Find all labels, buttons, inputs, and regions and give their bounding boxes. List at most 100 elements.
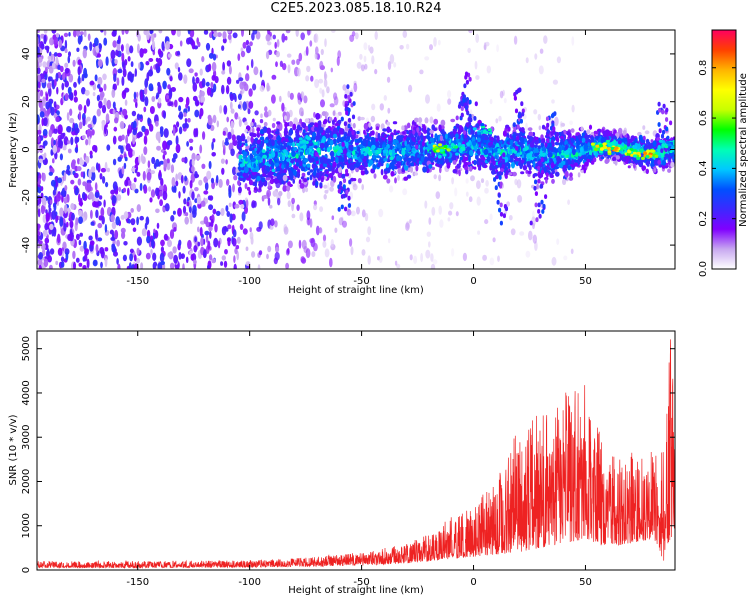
spectrogram-noise-cell xyxy=(98,87,104,93)
spectrogram-noise-cell xyxy=(528,230,533,241)
spectrogram-band-cell xyxy=(288,172,294,178)
spectrogram-noise-cell xyxy=(225,85,230,95)
spectrogram-noise-cell xyxy=(439,219,444,228)
spectrogram-noise-cell xyxy=(221,45,225,51)
spectrogram-noise-cell xyxy=(59,207,64,217)
spectrogram-noise-cell xyxy=(205,42,211,51)
spectrogram-band-cell xyxy=(396,130,400,134)
spectrogram-noise-cell xyxy=(238,119,242,127)
spectrogram-noise-cell xyxy=(77,178,82,186)
spectrogram-noise-cell xyxy=(100,30,104,33)
spectrogram-noise-cell xyxy=(162,80,167,90)
spectrogram-band-cell xyxy=(284,121,288,128)
spectrogram-noise-cell xyxy=(537,113,541,121)
spectrogram-noise-cell xyxy=(37,230,41,237)
spectrogram-band-cell xyxy=(642,125,646,130)
spectrogram-band-cell xyxy=(580,126,584,131)
spectrogram-band-cell xyxy=(237,139,241,146)
spectrogram-noise-cell xyxy=(103,30,107,36)
spectrogram-band-cell xyxy=(314,126,318,132)
spectrogram-noise-cell xyxy=(122,254,127,262)
spectrogram-band-cell xyxy=(334,123,340,126)
spectrogram-noise-cell xyxy=(127,56,131,62)
spectrogram-noise-cell xyxy=(350,210,356,217)
spectrogram-noise-cell xyxy=(272,34,276,40)
spectrogram-noise-cell xyxy=(374,31,378,40)
spectrogram-noise-cell xyxy=(150,170,156,175)
spectrogram-band-cell xyxy=(328,173,334,178)
spectrogram-noise-cell xyxy=(351,31,356,37)
spectrogram-noise-cell xyxy=(55,193,62,202)
spectrogram-noise-cell xyxy=(360,64,365,72)
spectrogram-noise-cell xyxy=(178,191,181,199)
spectrogram-noise-cell xyxy=(131,183,136,191)
spectrogram-noise-cell xyxy=(497,255,500,262)
spectrogram-noise-cell xyxy=(84,89,90,96)
spectrogram-band-cell xyxy=(489,147,493,151)
spectrogram-noise-cell xyxy=(159,190,163,197)
spectrogram-band-cell xyxy=(328,116,333,122)
spectrogram-noise-cell xyxy=(330,180,335,188)
spectrogram-band-cell xyxy=(298,179,302,185)
spectrogram-band-cell xyxy=(357,116,362,121)
spectrogram-noise-cell xyxy=(60,256,65,262)
spectrogram-noise-cell xyxy=(232,237,237,247)
spectrogram-noise-cell xyxy=(226,178,230,186)
spectrogram-noise-cell xyxy=(296,58,300,66)
spectrogram-band-cell xyxy=(256,127,261,132)
spectrogram-noise-cell xyxy=(202,131,206,140)
spectrogram-band-cell xyxy=(241,135,246,140)
spectrogram-noise-cell xyxy=(89,41,93,52)
spectrogram-noise-cell xyxy=(387,61,392,70)
spectrogram-noise-cell xyxy=(57,247,63,256)
spectrogram-band-cell xyxy=(641,165,645,172)
spectrogram-noise-cell xyxy=(55,260,59,266)
spectrogram-noise-cell xyxy=(156,145,162,151)
spectrogram-band-cell xyxy=(324,189,329,194)
spectrogram-band-cell xyxy=(396,161,402,167)
spectrogram-band-cell xyxy=(303,178,308,183)
spectrogram-noise-cell xyxy=(180,174,184,184)
spectrogram-noise-cell xyxy=(324,248,330,258)
spectrogram-noise-cell xyxy=(242,101,247,111)
spectrogram-noise-cell xyxy=(170,164,175,174)
spectrogram-noise-cell xyxy=(214,223,218,233)
spectrogram-noise-cell xyxy=(160,260,165,266)
spectrogram-band-cell xyxy=(576,138,579,142)
spectrogram-noise-cell xyxy=(482,254,487,261)
spectrogram-noise-cell xyxy=(242,228,248,235)
spectrogram-noise-cell xyxy=(489,98,493,105)
spectrogram-band-cell xyxy=(489,136,494,142)
spectrogram-noise-cell xyxy=(166,158,170,164)
spectrogram-noise-cell xyxy=(409,254,413,261)
spectrogram-band-cell xyxy=(581,132,585,137)
spectrogram-noise-cell xyxy=(50,137,55,147)
spectrogram-noise-cell xyxy=(543,35,548,44)
spectrogram-noise-cell xyxy=(266,253,269,260)
spectrogram-noise-cell xyxy=(259,85,265,92)
spectrogram-noise-cell xyxy=(104,223,108,233)
spectrogram-noise-cell xyxy=(53,128,58,134)
spectrogram-noise-cell xyxy=(132,137,136,145)
spectrogram-noise-cell xyxy=(353,82,358,93)
spectrogram-noise-cell xyxy=(40,186,44,192)
spectrogram-noise-cell xyxy=(80,34,83,42)
spectrogram-noise-cell xyxy=(137,131,143,138)
spectrogram-noise-cell xyxy=(40,204,46,215)
spectrogram-noise-cell xyxy=(116,258,119,265)
spectrogram-band-cell xyxy=(329,186,334,192)
spectrogram-band-cell xyxy=(250,136,254,143)
spectrogram-noise-cell xyxy=(174,99,178,108)
spectrogram-noise-cell xyxy=(399,45,404,50)
spectrogram-noise-cell xyxy=(77,209,83,217)
spectrogram-noise-cell xyxy=(53,228,57,237)
spectrogram-noise-cell xyxy=(70,179,75,185)
spectrogram-band-cell xyxy=(386,178,391,184)
spectrogram-noise-cell xyxy=(167,239,172,248)
spectrogram-band-cell xyxy=(523,153,527,158)
spectrogram-band-cell xyxy=(526,160,531,168)
spectrogram-noise-cell xyxy=(229,93,234,102)
spectrogram-noise-cell xyxy=(178,252,182,260)
spectrogram-band-cell xyxy=(486,156,491,163)
spectrogram-noise-cell xyxy=(151,40,156,51)
